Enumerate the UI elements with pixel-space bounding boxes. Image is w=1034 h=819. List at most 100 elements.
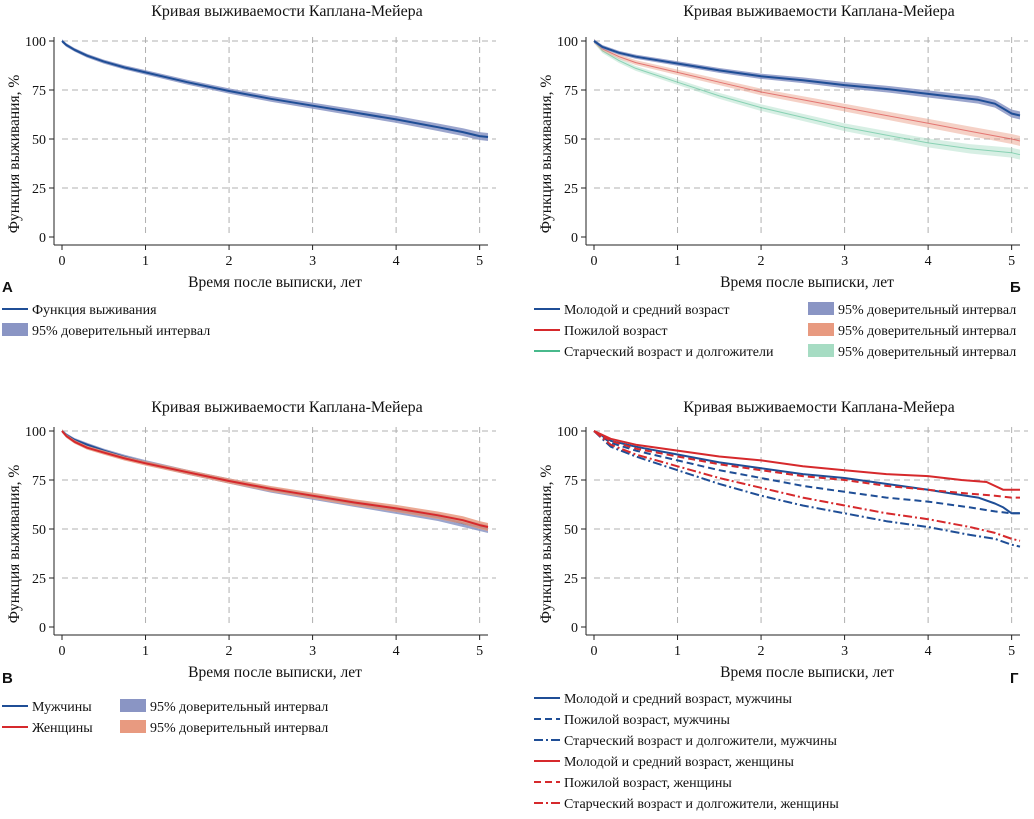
x-tick-label: 0 [59, 254, 66, 269]
series-line [593, 430, 1021, 542]
y-tick-label: 50 [32, 523, 46, 538]
x-tick-label: 4 [925, 254, 932, 269]
legend: Функция выживания 95% доверительный интер… [2, 303, 210, 339]
y-tick-label: 0 [571, 621, 578, 636]
ci-band [594, 39, 1020, 120]
legend-label: Пожилой возраст, мужчины [564, 713, 730, 728]
x-tick-label: 2 [758, 254, 765, 269]
chart-title: Кривая выживаемости Каплана-Мейера [151, 3, 423, 20]
x-tick-label: 4 [925, 644, 932, 659]
x-tick-label: 5 [476, 254, 483, 269]
y-axis-label: Функция выживания, % [6, 465, 23, 624]
y-axis-label: Функция выживания, % [538, 465, 555, 624]
y-tick-label: 50 [564, 133, 578, 148]
y-tick-label: 100 [25, 35, 46, 50]
legend-label: 95% доверительный интервал [32, 324, 210, 339]
series-line [593, 430, 1021, 548]
x-tick-label: 4 [393, 254, 400, 269]
x-axis-label: Время после выписки, лет [188, 274, 362, 291]
legend-swatch-band [808, 323, 834, 336]
y-axis-label: Функция выживания, % [538, 75, 555, 234]
y-tick-label: 75 [564, 474, 578, 489]
chart-title: Кривая выживаемости Каплана-Мейера [683, 3, 955, 20]
legend-swatch-band [2, 323, 28, 336]
x-tick-label: 3 [309, 254, 316, 269]
y-tick-label: 100 [25, 425, 46, 440]
legend-label: Молодой и средний возраст [564, 303, 730, 318]
legend-label: 95% доверительный интервал [150, 700, 328, 715]
legend-label: 95% доверительный интервал [150, 721, 328, 736]
y-tick-label: 100 [557, 425, 578, 440]
x-tick-label: 3 [841, 644, 848, 659]
x-tick-label: 0 [59, 644, 66, 659]
legend-label: Старческий возраст и долгожители, мужчин… [564, 734, 837, 749]
legend-swatch-band [120, 699, 146, 712]
y-tick-label: 25 [564, 572, 578, 587]
panel-label: В [2, 670, 13, 687]
legend-label: Молодой и средний возраст, мужчины [564, 692, 793, 707]
legend-swatch-band [808, 302, 834, 315]
panel-label: А [2, 279, 13, 296]
legend-label: Функция выживания [32, 303, 157, 318]
y-tick-label: 75 [32, 474, 46, 489]
series-line [593, 40, 1021, 117]
legend-label: Старческий возраст и долгожители [564, 345, 774, 360]
x-axis-label: Время после выписки, лет [188, 664, 362, 681]
x-tick-label: 0 [591, 644, 598, 659]
x-tick-label: 0 [591, 254, 598, 269]
x-tick-label: 2 [226, 254, 233, 269]
y-tick-label: 0 [571, 231, 578, 246]
x-tick-label: 1 [674, 254, 681, 269]
panel-label: Г [1010, 670, 1019, 687]
series-line [593, 430, 1020, 491]
chart-panel-a: Кривая выживаемости Каплана-Мейера025507… [2, 3, 496, 339]
legend: Молодой и средний возраст Пожилой возраст… [534, 302, 1016, 360]
legend-label: Мужчины [32, 700, 92, 715]
x-tick-label: 5 [1008, 254, 1015, 269]
x-tick-label: 2 [226, 644, 233, 659]
y-tick-label: 100 [557, 35, 578, 50]
chart-panel-v: Кривая выживаемости Каплана-Мейера 0 25 50 7… [2, 399, 496, 736]
ci-band [594, 38, 1020, 146]
x-tick-label: 5 [1008, 644, 1015, 659]
legend-label: 95% доверительный интервал [838, 345, 1016, 360]
y-tick-label: 25 [32, 572, 46, 587]
x-tick-label: 1 [674, 644, 681, 659]
legend-label: Пожилой возраст, женщины [564, 776, 732, 791]
x-axis-label: Время после выписки, лет [720, 274, 894, 291]
legend: Мужчины Женщины 95% доверительный интервал… [2, 699, 328, 736]
ci-band [62, 39, 488, 142]
x-tick-label: 3 [309, 644, 316, 659]
y-axis-label: Функция выживания, % [6, 75, 23, 234]
chart-panel-g: Кривая выживаемости Каплана-Мейера025507… [534, 399, 1028, 812]
legend-label: Старческий возраст и долгожители, женщин… [564, 797, 839, 812]
x-axis-label: Время после выписки, лет [720, 664, 894, 681]
y-tick-label: 75 [32, 84, 46, 99]
panel-label: Б [1010, 279, 1021, 296]
legend-label: Пожилой возраст [564, 324, 668, 339]
legend-swatch-band [808, 344, 834, 357]
legend-swatch-band [120, 720, 146, 733]
legend-label: 95% доверительный интервал [838, 324, 1016, 339]
x-tick-label: 2 [758, 644, 765, 659]
y-tick-label: 25 [32, 182, 46, 197]
series-line [61, 40, 489, 138]
series-line [593, 430, 1020, 515]
series-line [593, 40, 1021, 156]
series-line [593, 430, 1020, 515]
legend: Молодой и средний возраст, мужчины Пожило… [534, 692, 839, 812]
y-tick-label: 0 [39, 231, 46, 246]
y-tick-label: 0 [39, 621, 46, 636]
chart-panel-b: Кривая выживаемости Каплана-Мейера025507… [534, 3, 1028, 360]
series-line [61, 430, 489, 528]
ci-band [62, 429, 488, 533]
legend-label: Молодой и средний возраст, женщины [564, 755, 794, 770]
y-tick-label: 75 [564, 84, 578, 99]
chart-title: Кривая выживаемости Каплана-Мейера [151, 399, 423, 416]
chart-title: Кривая выживаемости Каплана-Мейера [683, 399, 955, 416]
x-tick-label: 1 [142, 644, 149, 659]
y-tick-label: 25 [564, 182, 578, 197]
x-tick-label: 3 [841, 254, 848, 269]
x-tick-label: 1 [142, 254, 149, 269]
